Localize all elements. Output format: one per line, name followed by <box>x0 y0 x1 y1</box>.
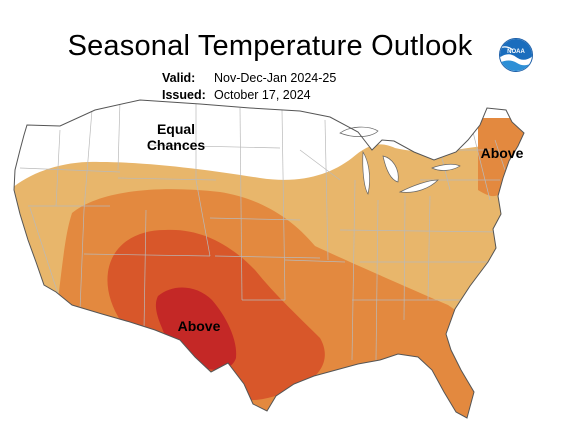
issued-value: October 17, 2024 <box>214 88 311 102</box>
above-label-southwest: Above <box>178 318 221 334</box>
valid-period: Valid: Nov-Dec-Jan 2024-25 <box>162 71 336 85</box>
lake-huron <box>382 155 399 183</box>
lake-erie <box>398 179 439 193</box>
valid-label: Valid: <box>162 71 196 85</box>
above-label-northeast: Above <box>481 145 524 161</box>
page-title: Seasonal Temperature Outlook <box>67 30 473 62</box>
valid-value: Nov-Dec-Jan 2024-25 <box>214 71 337 85</box>
equal-chances-label-2: Chances <box>147 137 206 153</box>
issued-label: Issued: <box>162 88 206 102</box>
issued-date: Issued: October 17, 2024 <box>162 88 311 102</box>
lake-ontario <box>431 163 461 171</box>
noaa-logo-text: NOAA <box>507 49 525 55</box>
above-60-region <box>155 287 237 370</box>
state-borders <box>19 100 506 361</box>
lake-michigan <box>362 150 370 195</box>
noaa-logo-icon: NOAA <box>499 38 533 72</box>
equal-chances-label: Equal <box>157 121 195 137</box>
great-lakes <box>339 126 461 195</box>
